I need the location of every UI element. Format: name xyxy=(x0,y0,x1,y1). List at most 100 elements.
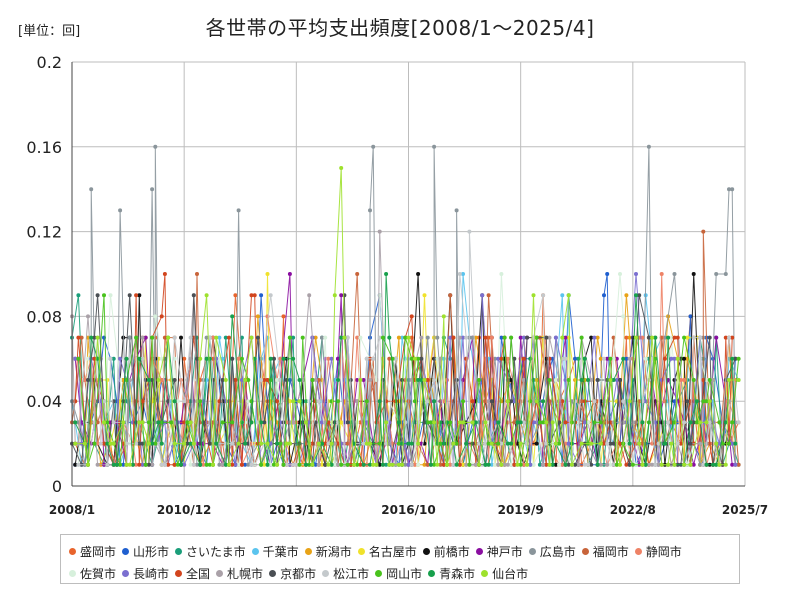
legend-label: 岡山市 xyxy=(386,566,423,581)
data-point xyxy=(320,441,324,446)
data-point xyxy=(624,441,629,446)
data-point xyxy=(573,356,578,361)
data-point xyxy=(146,420,151,425)
data-point xyxy=(211,335,215,340)
data-point xyxy=(512,462,517,467)
data-point xyxy=(595,462,600,467)
data-point xyxy=(441,462,446,467)
legend-label: 前橋市 xyxy=(433,545,470,559)
data-point xyxy=(643,462,648,467)
data-point xyxy=(579,335,584,340)
data-point xyxy=(137,462,142,467)
legend-item: さいたま市 xyxy=(175,542,246,562)
data-point xyxy=(204,356,209,361)
data-point xyxy=(461,399,465,404)
data-point xyxy=(432,462,437,467)
data-point xyxy=(493,356,497,361)
data-point xyxy=(336,356,340,361)
data-point xyxy=(303,462,308,467)
data-point xyxy=(432,144,437,149)
data-point xyxy=(685,335,690,340)
data-point xyxy=(172,378,177,382)
data-point xyxy=(271,462,276,467)
data-point xyxy=(239,356,244,361)
data-point xyxy=(547,378,552,382)
data-point xyxy=(509,462,514,467)
data-point xyxy=(528,462,533,467)
data-point xyxy=(159,441,164,446)
data-point xyxy=(86,462,90,467)
legend-label: 松江市 xyxy=(333,566,370,581)
data-point xyxy=(560,335,565,340)
data-point xyxy=(573,462,578,467)
data-point xyxy=(137,420,142,425)
data-point xyxy=(730,335,735,340)
data-point xyxy=(505,356,510,361)
data-point xyxy=(525,462,530,467)
data-point xyxy=(512,399,517,404)
data-point xyxy=(678,441,683,446)
data-point xyxy=(268,462,273,467)
data-point xyxy=(396,462,401,467)
data-point xyxy=(137,441,142,446)
data-point xyxy=(207,441,212,446)
data-point xyxy=(425,378,430,382)
data-point xyxy=(611,356,616,361)
data-point xyxy=(714,272,719,276)
data-point xyxy=(255,335,260,340)
data-point xyxy=(249,420,254,425)
data-point xyxy=(586,378,590,382)
legend-label: 山形市 xyxy=(133,545,170,559)
data-point xyxy=(634,293,638,298)
data-point xyxy=(659,272,664,276)
data-point xyxy=(656,441,661,446)
legend-marker xyxy=(375,569,383,577)
data-point xyxy=(422,462,427,467)
data-point xyxy=(515,462,520,467)
data-point xyxy=(595,378,600,382)
data-point xyxy=(521,335,526,340)
data-point xyxy=(233,378,238,382)
data-point xyxy=(150,441,155,446)
x-tick-label: 2008/1 xyxy=(49,503,95,517)
data-point xyxy=(537,462,542,467)
series-line xyxy=(77,295,740,466)
data-point xyxy=(172,335,177,340)
data-point xyxy=(736,462,741,467)
data-point xyxy=(207,335,212,340)
data-point xyxy=(262,420,267,425)
data-point xyxy=(320,462,324,467)
legend-label: 千葉市 xyxy=(262,545,299,559)
data-point xyxy=(220,462,225,467)
data-point xyxy=(505,441,510,446)
data-point xyxy=(422,293,427,298)
data-point xyxy=(499,356,504,361)
data-point xyxy=(246,462,251,467)
data-point xyxy=(134,462,139,467)
data-point xyxy=(127,378,132,382)
data-point xyxy=(297,462,302,467)
data-point xyxy=(650,356,655,361)
data-point xyxy=(451,462,456,467)
data-point xyxy=(464,335,469,340)
data-point xyxy=(230,441,235,446)
data-point xyxy=(589,462,594,467)
data-point xyxy=(233,293,238,298)
data-point xyxy=(323,441,328,446)
data-point xyxy=(236,208,241,213)
data-point xyxy=(691,378,696,382)
data-point xyxy=(310,441,315,446)
data-point xyxy=(364,399,369,404)
data-point xyxy=(525,335,530,340)
legend-label: 京都市 xyxy=(280,566,317,581)
data-point xyxy=(582,399,587,404)
data-point xyxy=(621,356,626,361)
data-point xyxy=(124,356,129,361)
data-point xyxy=(153,441,158,446)
data-point xyxy=(461,272,465,276)
data-point xyxy=(396,420,401,425)
data-point xyxy=(509,335,514,340)
data-point xyxy=(464,356,469,361)
data-point xyxy=(688,420,693,425)
chart-title: 各世帯の平均支出頻度[2008/1～2025/4] xyxy=(205,16,595,40)
